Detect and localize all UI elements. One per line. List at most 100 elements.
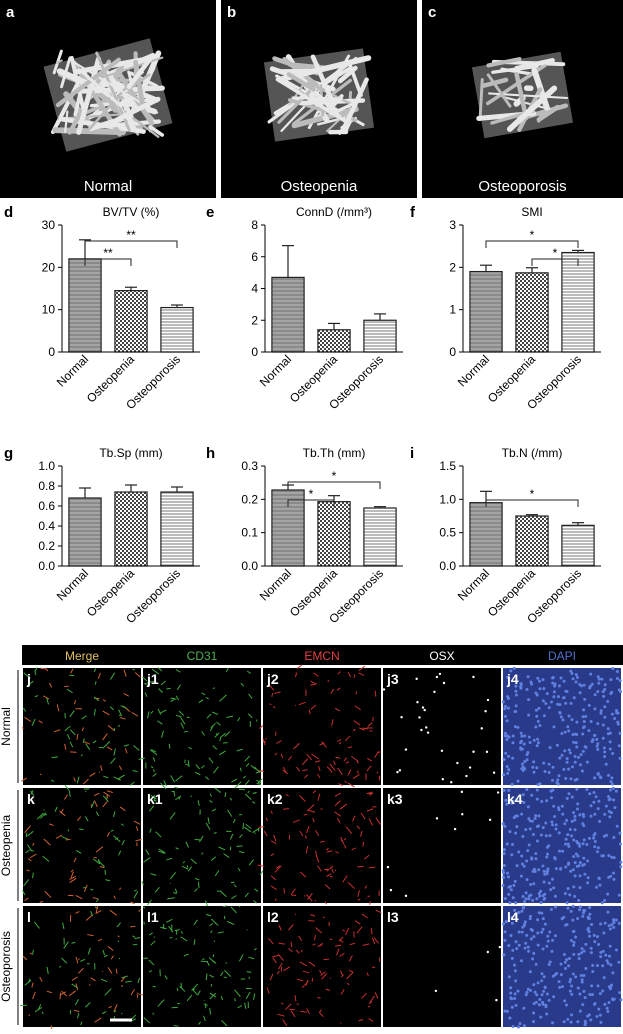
nucleus: [547, 844, 550, 847]
nucleus: [558, 980, 561, 983]
nucleus: [520, 910, 523, 913]
nucleus: [577, 987, 580, 990]
nucleus: [507, 707, 510, 710]
image-label: j3: [386, 671, 399, 687]
nucleus: [576, 676, 579, 679]
vessel: [362, 728, 368, 729]
nucleus: [520, 855, 523, 858]
nucleus: [536, 744, 539, 747]
nucleus: [518, 930, 521, 933]
osx-cell: [433, 691, 435, 693]
nucleus: [503, 789, 506, 792]
nucleus: [520, 813, 523, 816]
nucleus: [546, 853, 549, 856]
nucleus: [584, 967, 587, 970]
nucleus: [532, 870, 535, 873]
bar: [318, 330, 350, 352]
bar: [272, 277, 304, 352]
y-tick-label: 0.2: [241, 492, 258, 506]
nucleus: [575, 788, 578, 791]
nucleus: [613, 717, 616, 720]
nucleus: [606, 959, 609, 962]
nucleus: [513, 667, 516, 670]
nucleus: [555, 972, 558, 975]
nucleus: [604, 954, 607, 957]
nucleus: [582, 990, 585, 993]
nucleus: [535, 963, 538, 966]
nucleus: [529, 819, 532, 822]
nucleus: [534, 991, 537, 994]
y-tick-label: 8: [251, 218, 258, 232]
x-tick-label: Normal: [455, 566, 492, 603]
vessel: [65, 713, 66, 718]
nucleus: [582, 857, 585, 860]
nucleus: [589, 815, 592, 818]
nucleus: [565, 923, 568, 926]
nucleus: [544, 986, 547, 989]
nucleus: [532, 952, 535, 955]
channel-label: DAPI: [548, 649, 576, 663]
nucleus: [538, 680, 541, 683]
nucleus: [595, 795, 598, 798]
nucleus: [584, 745, 587, 748]
nucleus: [578, 683, 581, 686]
nucleus: [529, 915, 532, 918]
nucleus: [597, 682, 600, 685]
nucleus: [548, 999, 551, 1002]
nucleus: [566, 901, 569, 904]
significance-label: *: [530, 487, 535, 501]
nucleus: [563, 696, 566, 699]
nucleus: [536, 798, 539, 801]
nucleus: [588, 686, 591, 689]
vessel: [99, 747, 104, 748]
nucleus: [527, 714, 530, 717]
nucleus: [574, 755, 577, 758]
nucleus: [555, 827, 558, 830]
fluorescence-image: [263, 906, 381, 1027]
nucleus: [525, 688, 528, 691]
nucleus: [531, 957, 534, 960]
nucleus: [606, 1007, 609, 1010]
osx-cell: [499, 946, 501, 948]
nucleus: [570, 1021, 573, 1024]
nucleus: [600, 678, 603, 681]
nucleus: [555, 867, 558, 870]
vessel: [291, 942, 292, 947]
nucleus: [576, 778, 579, 781]
image-label: k1: [147, 791, 163, 807]
nucleus: [524, 828, 527, 831]
nucleus: [518, 1022, 521, 1025]
nucleus: [565, 819, 568, 822]
nucleus: [596, 748, 599, 751]
error-bar: [526, 268, 538, 273]
nucleus: [546, 992, 549, 995]
nucleus: [512, 735, 515, 738]
nucleus: [593, 940, 596, 943]
nucleus: [532, 882, 535, 885]
error-bar: [125, 485, 137, 492]
vessel: [177, 988, 178, 991]
nucleus: [511, 957, 514, 960]
osx-cell: [450, 781, 452, 783]
vessel: [68, 895, 74, 896]
nucleus: [558, 774, 561, 777]
nucleus: [581, 864, 584, 867]
nucleus: [568, 957, 571, 960]
image-label: l: [27, 909, 31, 925]
nucleus: [573, 895, 576, 898]
nucleus: [580, 951, 583, 954]
nucleus: [586, 859, 589, 862]
nucleus: [538, 892, 541, 895]
nucleus: [550, 790, 553, 793]
nucleus: [593, 845, 596, 848]
nucleus: [536, 839, 539, 842]
nucleus: [582, 750, 585, 753]
nucleus: [560, 973, 563, 976]
osx-cell: [493, 772, 495, 774]
nucleus: [520, 959, 523, 962]
nucleus: [583, 838, 586, 841]
nucleus: [522, 895, 525, 898]
nucleus: [522, 905, 525, 908]
y-tick-label: 10: [42, 303, 56, 317]
nucleus: [512, 896, 515, 899]
